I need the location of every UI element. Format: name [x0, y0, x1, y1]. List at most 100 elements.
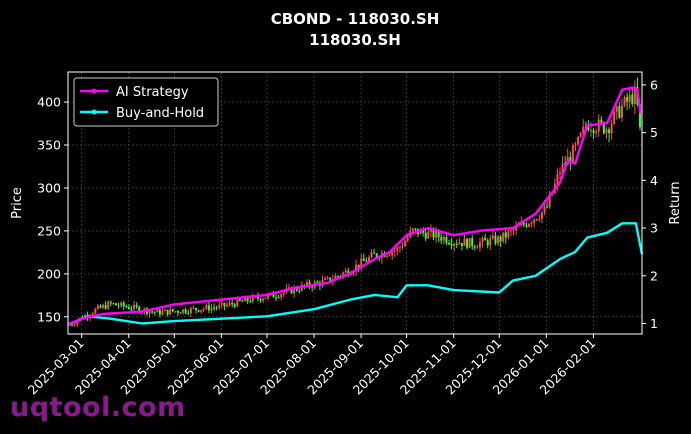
candle-body — [471, 238, 474, 247]
candle-body — [370, 252, 373, 258]
y-tick-label: 300 — [37, 180, 61, 195]
candle-body — [602, 122, 605, 134]
candle-body — [429, 229, 432, 232]
candle-body — [639, 104, 642, 128]
candle-body — [411, 228, 414, 231]
candle-body — [473, 246, 476, 248]
candle-body — [424, 232, 427, 239]
candle-body — [458, 242, 461, 245]
candle-body — [491, 235, 494, 239]
candle-body — [179, 312, 182, 314]
candle-body — [478, 242, 481, 248]
candle-body — [192, 307, 195, 309]
candle-body — [360, 258, 363, 268]
y-tick-label: 350 — [37, 138, 61, 153]
candle-body — [127, 307, 130, 310]
candle-body — [507, 231, 510, 238]
candle-body — [259, 298, 262, 301]
ai-strategy-line — [67, 86, 642, 326]
candle-body — [197, 310, 200, 312]
candle-body — [96, 305, 99, 309]
y2-tick-label: 3 — [650, 221, 658, 236]
candle-body — [287, 287, 290, 289]
candle-body — [375, 253, 378, 257]
candle-body — [169, 309, 172, 315]
return-lines — [67, 86, 644, 326]
candle-body — [422, 230, 425, 233]
candle-body — [94, 308, 97, 314]
candle-body — [589, 130, 592, 132]
candle-body — [228, 302, 231, 305]
y2-tick-label: 5 — [650, 125, 658, 140]
y-axis-right: 1 2 3 4 5 6 — [642, 77, 658, 331]
candle-body — [249, 301, 252, 303]
candle-body — [91, 313, 94, 316]
candle-body — [401, 246, 404, 248]
candle-body — [468, 238, 471, 248]
candle-body — [509, 230, 512, 232]
chart-title: CBOND - 118030.SH — [271, 10, 440, 28]
candle-body — [156, 309, 159, 313]
candle-body — [220, 302, 223, 305]
candle-body — [174, 311, 177, 313]
candle-body — [587, 127, 590, 131]
candle-body — [525, 224, 528, 227]
y-axis-label: Price — [10, 187, 25, 219]
y-tick-label: 200 — [37, 266, 61, 281]
candle-body — [215, 307, 218, 309]
candlestick-series — [68, 77, 642, 328]
candle-body — [241, 300, 244, 302]
candle-body — [595, 131, 598, 133]
candle-body — [533, 219, 536, 224]
candle-body — [277, 297, 280, 299]
candle-body — [481, 237, 484, 243]
candle-body — [107, 302, 110, 309]
candle-body — [530, 223, 533, 225]
candle-body — [564, 163, 567, 165]
candle-body — [114, 303, 117, 306]
candle-body — [326, 277, 329, 279]
y2-tick-label: 2 — [650, 268, 658, 283]
candle-body — [398, 247, 401, 249]
candle-body — [171, 309, 174, 312]
candle-body — [427, 231, 430, 239]
candle-body — [592, 130, 595, 133]
candle-body — [486, 240, 489, 246]
candle-body — [236, 299, 239, 307]
candle-body — [99, 305, 102, 308]
candle-body — [135, 304, 138, 307]
candle-body — [342, 272, 345, 277]
candle-body — [582, 126, 585, 134]
candle-body — [597, 119, 600, 132]
plot-frame — [67, 71, 643, 335]
candle-body — [102, 304, 105, 308]
candle-body — [437, 231, 440, 238]
candle-body — [195, 307, 198, 311]
candle-body — [176, 311, 179, 313]
candle-body — [355, 264, 358, 272]
candle-body — [535, 219, 538, 221]
candle-body — [391, 251, 394, 256]
candle-body — [631, 94, 634, 104]
candle-body — [311, 286, 314, 288]
candle-body — [561, 163, 564, 173]
candle-body — [497, 236, 500, 244]
candle-body — [272, 292, 275, 298]
candle-body — [571, 145, 574, 163]
candle-body — [148, 311, 151, 314]
candle-body — [442, 237, 445, 241]
candle-body — [122, 302, 125, 307]
candle-body — [579, 133, 582, 137]
candle-body — [414, 228, 417, 230]
y-tick-label: 250 — [37, 223, 61, 238]
candle-body — [633, 86, 636, 104]
candle-body — [267, 294, 270, 298]
candle-body — [73, 324, 76, 326]
candle-body — [324, 278, 327, 280]
y2-tick-label: 6 — [650, 77, 658, 92]
candle-body — [543, 206, 546, 213]
buy-and-hold-line — [67, 222, 644, 326]
candle-body — [460, 242, 463, 246]
candle-body — [613, 111, 616, 124]
candle-body — [393, 250, 396, 252]
